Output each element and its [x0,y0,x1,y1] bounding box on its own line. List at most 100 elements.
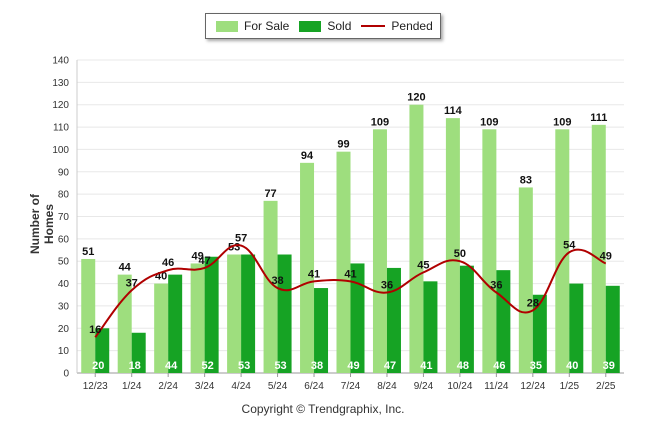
data-label-for-sale: 77 [264,188,276,200]
x-tick-label: 10/24 [447,381,472,392]
data-label-for-sale: 51 [82,246,94,258]
bar-sold [350,263,365,373]
y-tick-label: 90 [58,167,70,178]
data-label-pended: 57 [235,233,247,245]
data-label-pended: 49 [600,250,612,262]
x-tick-label: 1/25 [560,381,580,392]
legend-item-sold[interactable]: Sold [299,19,351,33]
bar-for-sale [518,187,533,373]
data-label-sold: 53 [238,360,250,372]
data-label-pended: 36 [490,280,502,292]
data-label-pended: 36 [381,280,393,292]
data-label-sold: 52 [202,360,214,372]
copyright: Copyright © Trendgraphix, Inc. [241,402,405,416]
bar-sold [532,294,547,373]
data-label-for-sale: 99 [337,139,349,151]
x-tick-label: 7/24 [341,381,361,392]
legend-label-for-sale: For Sale [244,19,290,33]
x-tick-label: 3/24 [195,381,215,392]
bar-sold [95,328,110,373]
bar-for-sale [555,129,570,373]
legend-item-pended[interactable]: Pended [361,19,433,33]
data-label-sold: 41 [420,360,432,372]
data-label-pended: 47 [199,255,211,267]
y-tick-label: 80 [58,190,70,201]
legend-swatch-sold [299,20,322,32]
x-tick-label: 9/24 [414,381,434,392]
x-tick-label: 12/24 [520,381,545,392]
bar-for-sale [154,283,169,373]
y-tick-label: 20 [58,324,70,335]
data-label-sold: 53 [274,360,286,372]
bar-sold [131,332,146,373]
data-label-for-sale: 83 [520,174,532,186]
x-tick-label: 11/24 [484,381,509,392]
y-tick-label: 100 [52,145,69,156]
y-tick-label: 10 [58,346,70,357]
data-label-sold: 44 [165,360,178,372]
y-tick-label: 140 [52,56,69,67]
x-tick-label: 5/24 [268,381,288,392]
bar-for-sale [336,151,351,373]
line-pended [94,244,607,338]
data-label-sold: 40 [566,360,578,372]
bar-sold [569,283,584,373]
data-label-sold: 48 [457,360,469,372]
data-label-sold: 39 [603,360,615,372]
bar-sold [168,274,183,373]
data-label-pended: 16 [89,324,101,336]
data-label-for-sale: 114 [444,105,463,117]
bar-for-sale [227,254,242,373]
x-tick-label: 8/24 [377,381,397,392]
bar-for-sale [482,129,497,373]
legend-swatch-pended [361,25,386,27]
legend-label-pended: Pended [391,19,433,33]
data-label-for-sale: 111 [590,112,607,124]
x-tick-label: 6/24 [304,381,324,392]
data-label-sold: 35 [530,360,542,372]
y-tick-label: 110 [53,123,69,134]
x-tick-label: 1/24 [122,381,142,392]
x-tick-label: 4/24 [231,381,251,392]
bar-for-sale [300,162,315,373]
y-tick-label: 60 [58,234,70,245]
bar-for-sale [117,274,132,373]
y-tick-label: 70 [58,212,70,223]
bar-for-sale [263,200,278,373]
data-label-pended: 38 [271,275,283,287]
data-label-sold: 20 [92,360,104,372]
data-label-sold: 47 [384,360,396,372]
data-label-pended: 28 [527,297,539,309]
legend-swatch-for-sale [216,20,238,32]
legend-item-for-sale[interactable]: For Sale [216,19,289,33]
data-label-sold: 49 [347,360,359,372]
x-tick-label: 2/24 [158,381,178,392]
data-label-pended: 41 [344,268,356,280]
data-label-pended: 46 [162,257,174,269]
data-label-sold: 38 [311,360,323,372]
bar-for-sale [81,258,96,373]
data-label-for-sale: 44 [119,262,132,274]
data-label-for-sale: 109 [553,116,571,128]
bar-for-sale [409,104,424,373]
x-tick-label: 2/25 [596,381,616,392]
bar-sold [314,288,329,373]
y-tick-label: 130 [52,78,69,89]
data-label-for-sale: 120 [407,92,425,104]
data-label-pended: 41 [308,268,320,280]
bar-sold [241,254,256,373]
data-label-sold: 46 [493,360,505,372]
y-tick-label: 0 [63,369,69,380]
data-label-pended: 54 [563,239,576,251]
bar-sold [204,256,219,373]
legend-label-sold: Sold [327,19,352,33]
bar-for-sale [190,263,205,373]
bar-for-sale [372,129,387,373]
data-label-for-sale: 49 [192,250,204,262]
bar-sold [277,254,292,373]
legend: For Sale Sold Pended [205,13,441,39]
bar-for-sale [591,124,606,373]
data-label-for-sale: 109 [371,116,389,128]
data-label-pended: 50 [454,248,466,260]
